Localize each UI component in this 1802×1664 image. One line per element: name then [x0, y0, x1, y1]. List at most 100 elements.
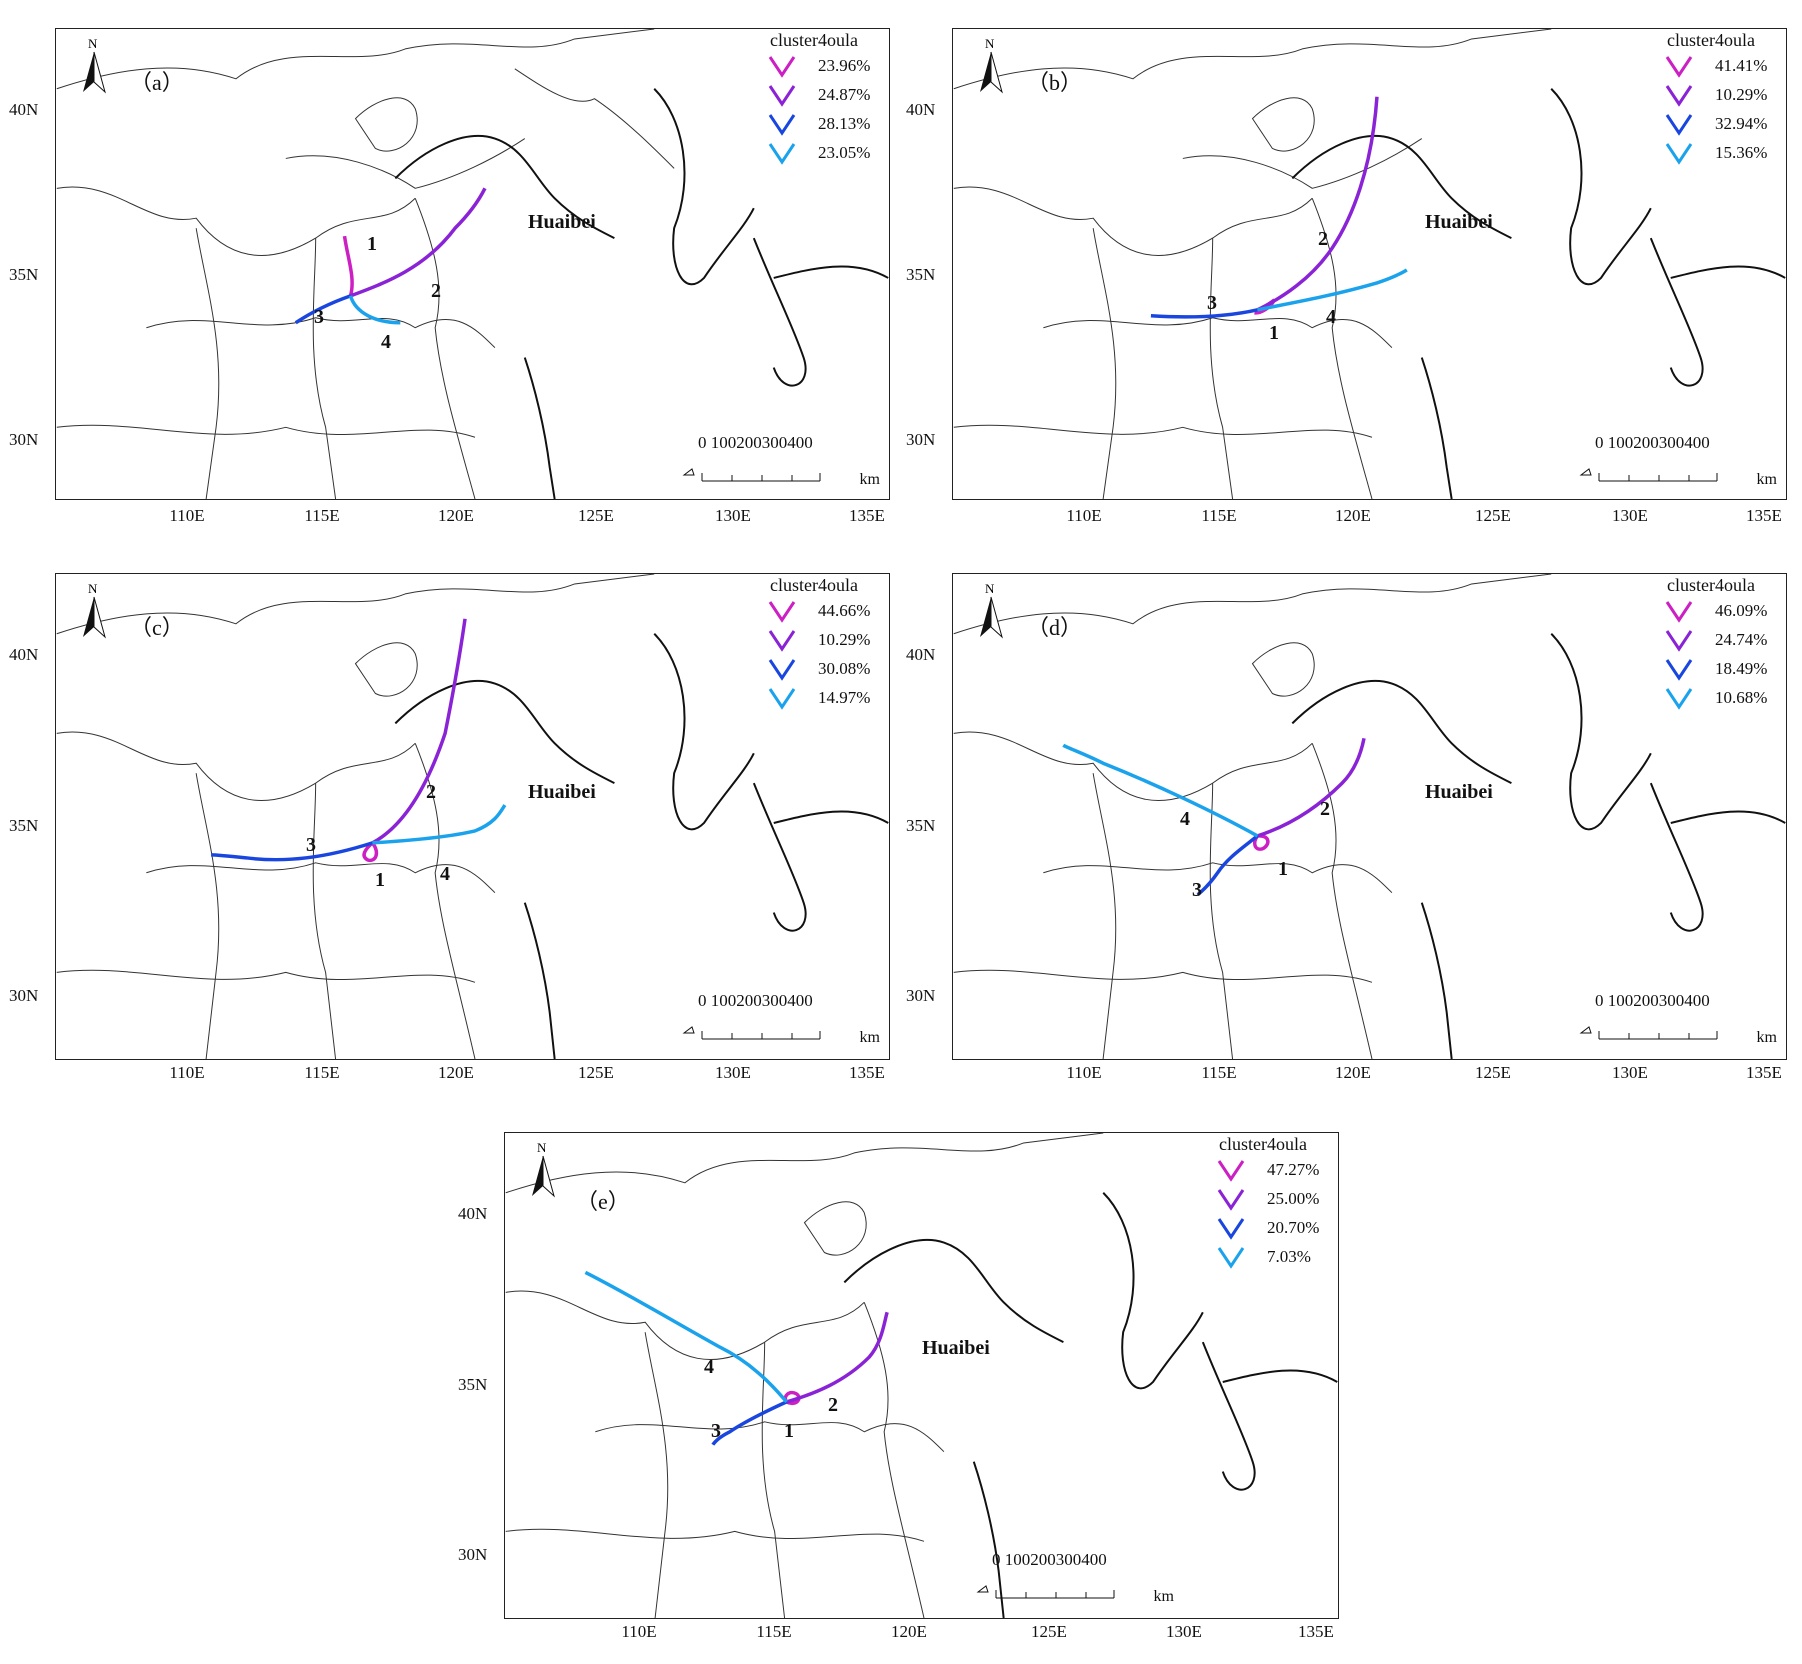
track-label-2: 2: [431, 280, 441, 302]
track-label-2: 2: [426, 781, 436, 803]
trajectory-3: [1150, 308, 1258, 319]
scale-bar: 0 100200300400 km: [670, 433, 880, 493]
trajectory-2: [1256, 96, 1379, 312]
legend: cluster4oula 46.09% 24.74% 18.49% 10.68%: [1663, 575, 1781, 712]
legend-item-1: 23.96%: [766, 51, 884, 80]
scale-bar: 0 100200300400 km: [670, 991, 880, 1051]
track-label-1: 1: [1278, 858, 1288, 880]
legend-item-3: 20.70%: [1215, 1213, 1333, 1242]
legend-item-3: 18.49%: [1663, 654, 1781, 683]
track-label-2: 2: [1320, 798, 1330, 820]
panel-label: （c）: [130, 615, 184, 640]
track-label-3: 3: [306, 834, 316, 856]
basemap-a: [56, 29, 889, 499]
map-frame: [55, 28, 890, 500]
legend-item-2: 10.29%: [766, 625, 884, 654]
legend-item-4: 10.68%: [1663, 683, 1781, 712]
legend-item-2: 24.87%: [766, 80, 884, 109]
trajectory-1: [342, 235, 354, 297]
track-label-2: 2: [1318, 228, 1328, 250]
map-frame: [952, 28, 1787, 500]
trajectory-3: [294, 294, 352, 325]
legend-item-4: 15.36%: [1663, 138, 1781, 167]
trajectory-3: [1196, 834, 1259, 897]
map-frame: [55, 573, 890, 1060]
trajectory-4: [584, 1270, 788, 1404]
north-arrow-icon: N: [528, 1138, 558, 1200]
map-frame: [952, 573, 1787, 1060]
scale-bar: 0 100200300400 km: [1567, 991, 1777, 1051]
scale-bar: 0 100200300400 km: [1567, 433, 1777, 493]
trajectory-2: [371, 618, 467, 845]
track-label-4: 4: [1326, 306, 1336, 328]
track-label-4: 4: [440, 863, 450, 885]
north-arrow-icon: N: [79, 579, 109, 641]
track-label-3: 3: [1207, 292, 1217, 314]
svg-text:N: N: [88, 581, 98, 596]
legend: cluster4oula 41.41% 10.29% 32.94% 15.36%: [1663, 30, 1781, 167]
trajectory-4: [1257, 268, 1408, 312]
panel-label: （a）: [130, 70, 184, 95]
panel-label: （d）: [1027, 615, 1083, 640]
scale-bar: 0 100200300400 km: [964, 1550, 1174, 1610]
legend-item-2: 25.00%: [1215, 1184, 1333, 1213]
track-label-2: 2: [828, 1394, 838, 1416]
legend-item-1: 47.27%: [1215, 1155, 1333, 1184]
track-label-1: 1: [367, 233, 377, 255]
legend: cluster4oula 23.96% 24.87% 28.13% 23.05%: [766, 30, 884, 167]
trajectory-3: [211, 841, 373, 862]
svg-text:N: N: [88, 36, 98, 51]
trajectory-1: [783, 1390, 801, 1406]
city-label: Huaibei: [528, 781, 596, 803]
panel-label: （e）: [576, 1189, 630, 1214]
trajectory-1: [362, 841, 379, 863]
track-label-3: 3: [1192, 879, 1202, 901]
legend-title: cluster4oula: [770, 30, 858, 50]
track-label-3: 3: [314, 306, 324, 328]
map-panel-c: （c） N Huaibei 1 2 3 4 cluster4oula 44.66…: [9, 573, 890, 1082]
track-label-4: 4: [1180, 808, 1190, 830]
map-panel-b: （b） N Huaibei 1 2 3 4 cluster4oula 41.41…: [906, 28, 1787, 525]
map-panel-d: （d） N Huaibei 1 2 3 4 cluster4oula 46.09…: [906, 573, 1787, 1082]
city-label: Huaibei: [1425, 781, 1493, 803]
svg-text:N: N: [985, 36, 995, 51]
track-label-1: 1: [375, 869, 385, 891]
north-arrow-icon: N: [79, 34, 109, 96]
svg-text:N: N: [537, 1140, 547, 1155]
legend-item-1: 46.09%: [1663, 596, 1781, 625]
track-label-4: 4: [704, 1356, 714, 1378]
legend-item-2: 24.74%: [1663, 625, 1781, 654]
map-panel-a: （a） N Huaibei 1 2 3 4 cluster4oula 23.96…: [9, 28, 890, 525]
trajectory-3: [711, 1400, 788, 1446]
legend: cluster4oula 44.66% 10.29% 30.08% 14.97%: [766, 575, 884, 712]
trajectory-4: [348, 295, 401, 325]
legend-item-3: 28.13%: [766, 109, 884, 138]
legend-item-1: 44.66%: [766, 596, 884, 625]
trajectory-4: [1062, 743, 1259, 838]
track-label-1: 1: [1269, 322, 1279, 344]
map-frame: [504, 1132, 1339, 1619]
legend-item-3: 32.94%: [1663, 109, 1781, 138]
legend-item-4: 14.97%: [766, 683, 884, 712]
north-arrow-icon: N: [976, 579, 1006, 641]
north-arrow-icon: N: [976, 34, 1006, 96]
legend-item-2: 10.29%: [1663, 80, 1781, 109]
city-label: Huaibei: [528, 211, 596, 233]
panel-label: （b）: [1027, 70, 1083, 95]
svg-text:N: N: [985, 581, 995, 596]
legend-item-4: 23.05%: [766, 138, 884, 167]
legend-item-1: 41.41%: [1663, 51, 1781, 80]
track-label-1: 1: [784, 1420, 794, 1442]
trajectory-4: [372, 804, 507, 845]
legend-item-3: 30.08%: [766, 654, 884, 683]
legend-item-4: 7.03%: [1215, 1242, 1333, 1271]
city-label: Huaibei: [922, 1337, 990, 1359]
track-label-3: 3: [711, 1420, 721, 1442]
trajectory-2: [786, 1311, 889, 1404]
legend: cluster4oula 47.27% 25.00% 20.70% 7.03%: [1215, 1134, 1333, 1271]
trajectory-2: [349, 187, 487, 298]
trajectory-1: [1253, 834, 1270, 851]
city-label: Huaibei: [1425, 211, 1493, 233]
map-panel-e: （e） N Huaibei 1 2 3 4 cluster4oula 47.27…: [458, 1132, 1339, 1641]
trajectory-2: [1256, 737, 1366, 838]
